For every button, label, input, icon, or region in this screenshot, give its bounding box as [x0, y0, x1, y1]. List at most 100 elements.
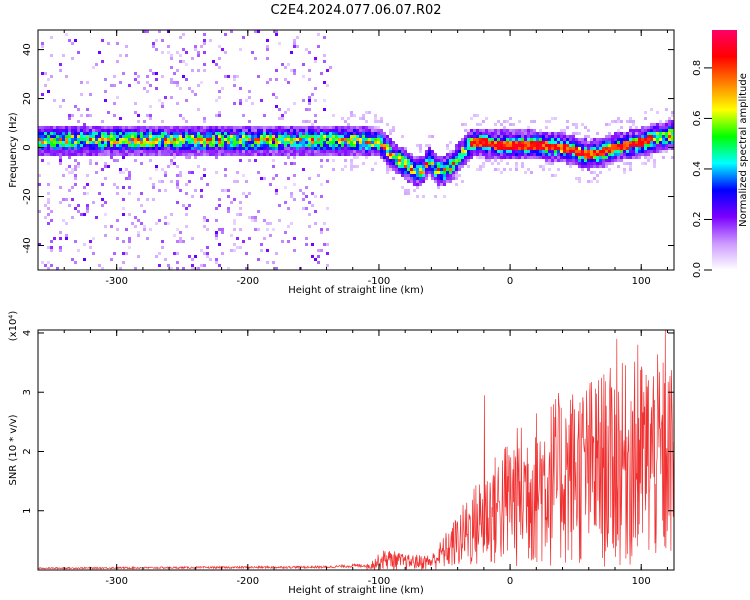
spectrogram-cell	[569, 159, 572, 162]
spectrogram-cell	[233, 198, 236, 201]
spectrogram-cell	[344, 159, 347, 162]
spectrogram-cell	[74, 165, 77, 168]
spectrogram-cell	[326, 159, 329, 162]
spectrogram-cell	[68, 171, 71, 174]
spectrogram-cell	[389, 159, 392, 162]
spectrogram-cell	[170, 57, 173, 60]
spectrogram-cell	[215, 231, 218, 234]
spectrogram-cell	[353, 150, 356, 153]
spectrogram-cell	[329, 66, 332, 69]
x-tick-label: 0	[507, 276, 513, 287]
spectrogram-cell	[38, 138, 41, 141]
spectrogram-cell	[287, 138, 290, 141]
spectrogram-cell	[506, 162, 509, 165]
spectrogram-cell	[305, 150, 308, 153]
spectrogram-cell	[395, 171, 398, 174]
spectrogram-cell	[455, 159, 458, 162]
spectrogram-cell	[617, 159, 620, 162]
spectrogram-cell	[440, 183, 443, 186]
spectrogram-cell	[41, 150, 44, 153]
spectrogram-cell	[254, 129, 257, 132]
spectrogram-cell	[386, 144, 389, 147]
spectrogram-cell	[44, 147, 47, 150]
spectrogram-cell	[68, 129, 71, 132]
spectrogram-cell	[533, 141, 536, 144]
spectrogram-cell	[77, 108, 80, 111]
spectrogram-cell	[116, 96, 119, 99]
spectrogram-cell	[47, 192, 50, 195]
spectrogram-cell	[491, 150, 494, 153]
spectrogram-cell	[275, 252, 278, 255]
spectrogram-cell	[203, 132, 206, 135]
spectrogram-cell	[218, 66, 221, 69]
spectrogram-cell	[638, 153, 641, 156]
spectrogram-cell	[71, 258, 74, 261]
spectrogram-cell	[167, 51, 170, 54]
spectrogram-cell	[164, 258, 167, 261]
spectrogram-cell	[230, 153, 233, 156]
spectrogram-cell	[494, 141, 497, 144]
spectrogram-cell	[311, 255, 314, 258]
spectrogram-cell	[380, 156, 383, 159]
spectrogram-cell	[371, 153, 374, 156]
spectrogram-cell	[305, 207, 308, 210]
spectrogram-cell	[605, 141, 608, 144]
spectrogram-cell	[143, 135, 146, 138]
spectrogram-cell	[410, 180, 413, 183]
spectrogram-cell	[56, 129, 59, 132]
spectrogram-cell	[161, 105, 164, 108]
spectrogram-cell	[572, 144, 575, 147]
spectrogram-cell	[164, 138, 167, 141]
spectrogram-cell	[113, 132, 116, 135]
spectrogram-cell	[128, 192, 131, 195]
spectrogram-cell	[158, 132, 161, 135]
spectrogram-cell	[125, 141, 128, 144]
spectrogram-cell	[74, 126, 77, 129]
spectrogram-cell	[275, 96, 278, 99]
spectrogram-cell	[269, 234, 272, 237]
spectrogram-cell	[506, 156, 509, 159]
spectrogram-cell	[335, 144, 338, 147]
spectrogram-cell	[302, 192, 305, 195]
spectrogram-cell	[641, 138, 644, 141]
spectrogram-cell	[140, 222, 143, 225]
spectrogram-cell	[185, 207, 188, 210]
spectrogram-cell	[287, 207, 290, 210]
spectrogram-cell	[275, 33, 278, 36]
spectrogram-cell	[275, 135, 278, 138]
spectrogram-cell	[167, 132, 170, 135]
spectrogram-cell	[521, 156, 524, 159]
spectrogram-cell	[389, 147, 392, 150]
spectrogram-cell	[353, 135, 356, 138]
spectrogram-cell	[314, 153, 317, 156]
spectrogram-cell	[68, 144, 71, 147]
spectrogram-cell	[179, 36, 182, 39]
spectrogram-cell	[341, 129, 344, 132]
spectrogram-cell	[62, 135, 65, 138]
spectrogram-cell	[233, 222, 236, 225]
spectrogram-cell	[290, 222, 293, 225]
spectrogram-cell	[107, 144, 110, 147]
spectrogram-cell	[449, 162, 452, 165]
spectrogram-cell	[305, 48, 308, 51]
spectrogram-cell	[218, 132, 221, 135]
spectrogram-cell	[122, 72, 125, 75]
spectrogram-cell	[182, 138, 185, 141]
spectrogram-cell	[665, 108, 668, 111]
spectrogram-cell	[413, 159, 416, 162]
spectrogram-cell	[161, 75, 164, 78]
spectrogram-cell	[98, 135, 101, 138]
spectrogram-cell	[527, 147, 530, 150]
spectrogram-cell	[599, 144, 602, 147]
spectrogram-cell	[566, 120, 569, 123]
spectrogram-cell	[101, 141, 104, 144]
spectrogram-cell	[185, 99, 188, 102]
spectrogram-cell	[236, 129, 239, 132]
spectrogram-cell	[308, 51, 311, 54]
spectrogram-cell	[74, 207, 77, 210]
spectrogram-cell	[215, 138, 218, 141]
spectrogram-cell	[38, 141, 41, 144]
spectrogram-cell	[251, 135, 254, 138]
spectrogram-cell	[95, 171, 98, 174]
spectrogram-cell	[56, 126, 59, 129]
